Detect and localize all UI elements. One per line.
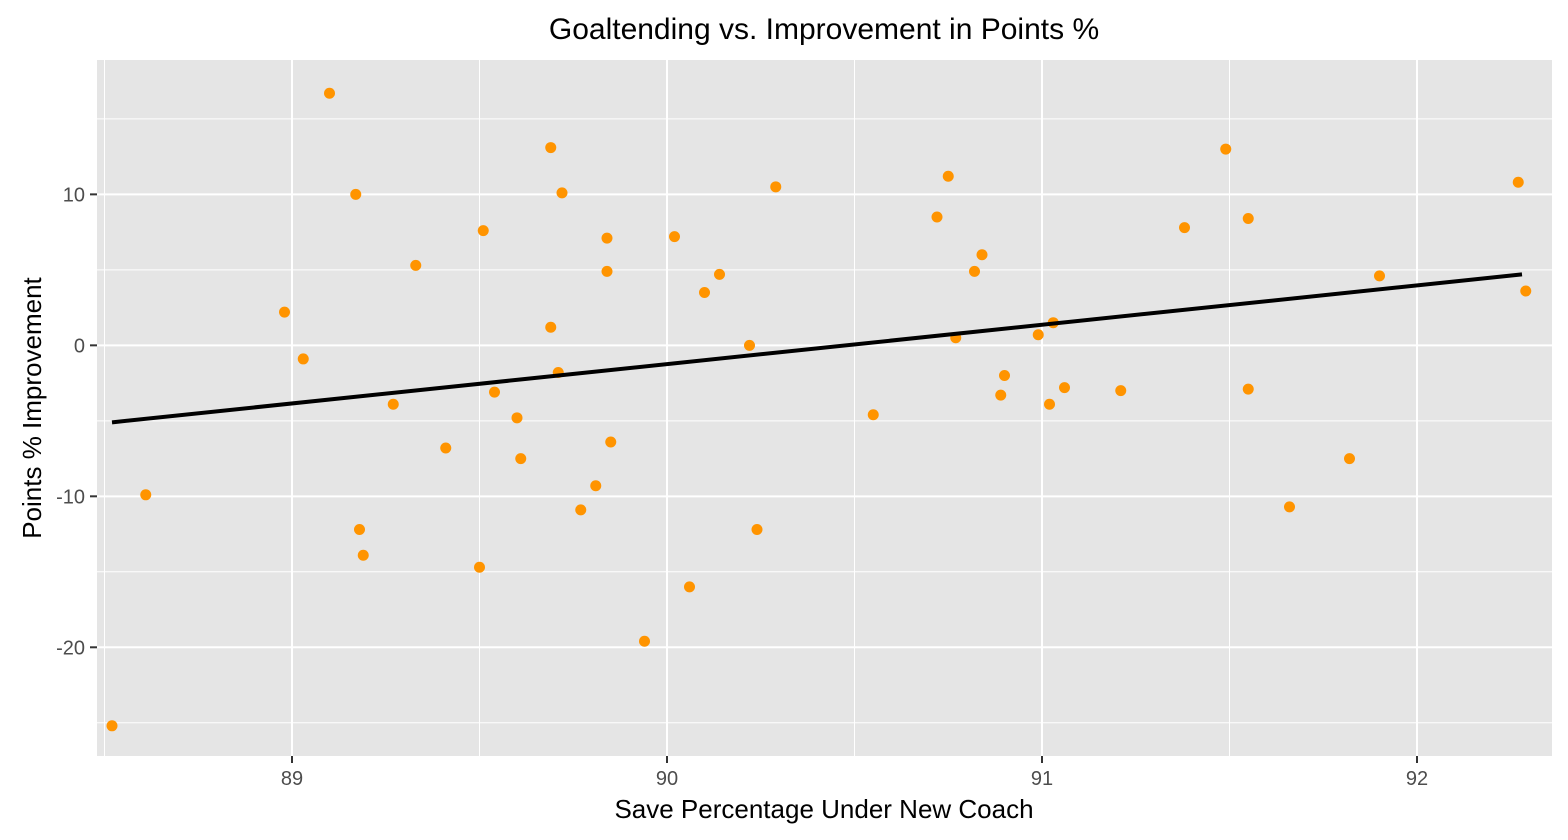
data-point <box>867 409 879 421</box>
data-point <box>1179 222 1190 234</box>
data-point <box>1032 329 1044 341</box>
data-point <box>1242 383 1254 395</box>
x-axis: 89 90 91 92 <box>281 756 1428 790</box>
data-point <box>1059 382 1070 394</box>
data-point <box>545 142 557 154</box>
chart-title: Goaltending vs. Improvement in Points % <box>549 13 1099 46</box>
data-points <box>106 87 1532 732</box>
y-tick-label: 10 <box>63 184 85 206</box>
data-point <box>489 386 500 398</box>
data-point <box>387 398 399 410</box>
data-point <box>357 549 369 561</box>
data-point <box>324 87 335 99</box>
y-tick-label: -10 <box>56 486 85 508</box>
data-point <box>684 581 695 593</box>
data-point <box>1344 453 1355 465</box>
data-point <box>1242 213 1254 225</box>
data-point <box>106 720 118 732</box>
y-axis-label: Points % Improvement <box>17 276 47 538</box>
data-point <box>751 524 763 536</box>
x-tick-label: 89 <box>281 768 303 790</box>
data-point <box>999 370 1010 382</box>
y-tick-label: -20 <box>56 637 85 659</box>
trend-line <box>111 272 1523 425</box>
major-gridlines <box>97 60 1552 756</box>
data-point <box>942 170 954 182</box>
data-point <box>1220 143 1232 155</box>
data-point <box>440 442 452 454</box>
data-point <box>669 231 680 243</box>
x-tick-label: 91 <box>1031 768 1053 790</box>
data-point <box>976 249 988 261</box>
data-point <box>410 259 422 271</box>
data-point <box>279 306 290 318</box>
data-point <box>601 232 613 244</box>
data-point <box>575 504 587 516</box>
data-point <box>1374 270 1385 282</box>
data-point <box>714 268 725 280</box>
data-point <box>545 321 557 333</box>
data-point <box>1284 501 1295 513</box>
data-point <box>354 524 365 536</box>
data-point <box>515 453 527 465</box>
data-point <box>1115 385 1127 397</box>
data-point <box>1520 285 1532 297</box>
data-point <box>995 389 1007 401</box>
data-point <box>297 353 309 365</box>
data-point <box>699 287 710 299</box>
data-point <box>590 480 602 492</box>
x-tick-label: 90 <box>656 768 678 790</box>
y-axis: -20 -10 0 10 <box>56 184 97 659</box>
data-point <box>605 436 617 448</box>
data-point <box>639 635 650 647</box>
data-point <box>601 265 613 277</box>
plot-panel <box>97 60 1552 756</box>
data-point <box>477 225 489 237</box>
data-point <box>744 339 755 351</box>
data-point <box>140 489 152 501</box>
data-point <box>931 211 943 223</box>
data-point <box>511 412 523 424</box>
data-point <box>1512 176 1524 188</box>
x-tick-label: 92 <box>1406 768 1428 790</box>
data-point <box>556 187 568 199</box>
y-tick-label: 0 <box>74 335 85 357</box>
data-point <box>350 188 362 200</box>
data-point <box>770 181 782 193</box>
data-point <box>969 265 980 277</box>
minor-gridlines <box>97 60 1552 756</box>
data-point <box>474 561 485 573</box>
data-point <box>1044 398 1055 410</box>
x-axis-label: Save Percentage Under New Coach <box>614 794 1033 824</box>
